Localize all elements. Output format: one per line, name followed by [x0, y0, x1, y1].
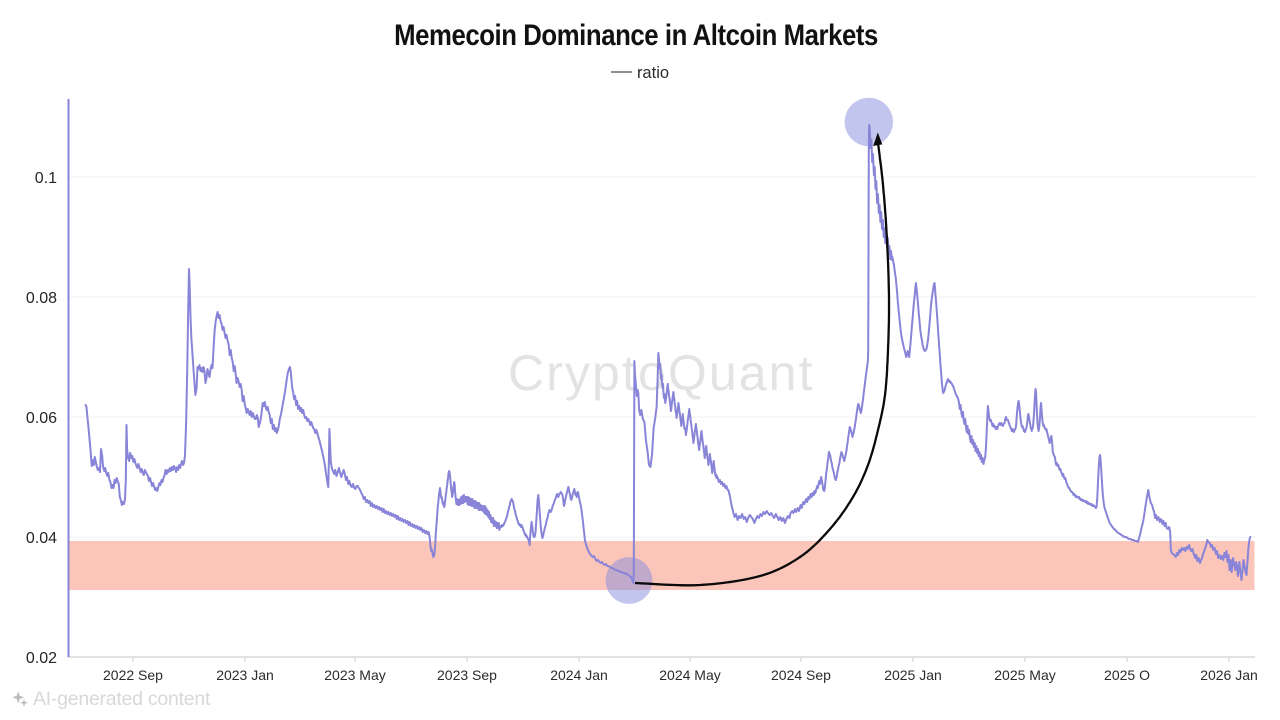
svg-text:0.02: 0.02	[26, 650, 57, 667]
svg-text:2025 Jan: 2025 Jan	[884, 667, 942, 683]
svg-text:2022 Sep: 2022 Sep	[103, 667, 163, 683]
svg-text:2024 May: 2024 May	[659, 667, 720, 683]
svg-text:2024 Sep: 2024 Sep	[771, 667, 831, 683]
svg-text:2023 Sep: 2023 Sep	[437, 667, 497, 683]
svg-text:2023 May: 2023 May	[324, 667, 385, 683]
svg-text:2024 Jan: 2024 Jan	[550, 667, 608, 683]
svg-text:2025 May: 2025 May	[994, 667, 1055, 683]
svg-text:0.1: 0.1	[35, 170, 57, 187]
svg-text:0.04: 0.04	[26, 530, 57, 547]
svg-text:2023 Jan: 2023 Jan	[216, 667, 274, 683]
svg-text:0.08: 0.08	[26, 290, 57, 307]
svg-text:2026 Jan: 2026 Jan	[1200, 667, 1258, 683]
svg-text:0.06: 0.06	[26, 410, 57, 427]
svg-text:2025 O: 2025 O	[1104, 667, 1150, 683]
